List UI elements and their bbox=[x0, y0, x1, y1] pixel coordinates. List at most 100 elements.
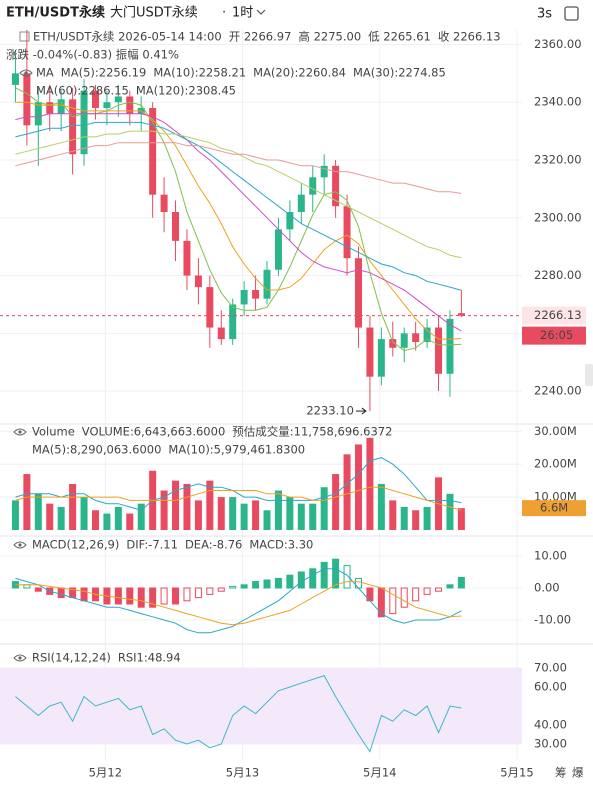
legend-entry: MA(10):2258.21 bbox=[153, 66, 246, 80]
volume-bar bbox=[160, 490, 168, 530]
legend-entry: MA(5):8,290,063.6000 bbox=[32, 443, 161, 457]
macd-bar bbox=[183, 587, 191, 602]
volume-bar bbox=[137, 503, 145, 530]
macd-bar bbox=[446, 584, 454, 589]
candle-body bbox=[435, 327, 443, 374]
volume-bar bbox=[217, 497, 225, 530]
last-price-label: 2266.13 bbox=[534, 308, 582, 322]
y-tick-label: 2340.00 bbox=[534, 95, 582, 109]
candle-body bbox=[252, 290, 260, 299]
volume-bar bbox=[297, 503, 305, 530]
candle-body bbox=[183, 240, 191, 276]
fullscreen-icon[interactable] bbox=[564, 6, 579, 21]
interval[interactable]: 1时 bbox=[232, 6, 253, 21]
candle-body bbox=[400, 333, 408, 348]
volume-bar bbox=[57, 506, 65, 530]
volume-bar bbox=[183, 483, 191, 530]
indicator-line bbox=[15, 121, 462, 291]
volume-bar bbox=[194, 500, 202, 530]
y-tick-label: 30.00 bbox=[534, 737, 567, 751]
volume-bar bbox=[126, 513, 134, 530]
volume-bar bbox=[343, 454, 351, 530]
candle-body bbox=[206, 287, 214, 328]
y-tick-label: 30.00M bbox=[534, 424, 577, 438]
y-tick-label: 2320.00 bbox=[534, 153, 582, 167]
volume-bar bbox=[309, 503, 317, 530]
current-volume-badge bbox=[522, 500, 586, 517]
volume-bar bbox=[389, 500, 397, 530]
side-tab[interactable] bbox=[585, 364, 593, 386]
legend-entry: MA(30):2274.85 bbox=[353, 66, 446, 80]
y-tick-label: 2240.00 bbox=[534, 384, 582, 398]
candle-body bbox=[149, 108, 157, 195]
eye-pupil bbox=[18, 543, 22, 547]
indicator-line bbox=[15, 486, 462, 511]
legend-entry: 开 2266.97 bbox=[229, 30, 292, 44]
eye-pupil bbox=[18, 656, 22, 660]
macd-bar bbox=[320, 561, 328, 589]
y-tick-label: 70.00 bbox=[534, 660, 567, 674]
volume-bar bbox=[114, 506, 122, 530]
legend-icon bbox=[19, 31, 30, 42]
y-tick-label: 10.00M bbox=[534, 490, 577, 504]
volume-bar bbox=[412, 510, 420, 530]
side-label[interactable]: 爆 bbox=[572, 766, 584, 780]
volume-bar bbox=[286, 497, 294, 530]
candle-body bbox=[57, 99, 65, 114]
macd-bar bbox=[172, 587, 180, 605]
candle-body bbox=[103, 102, 111, 108]
refresh[interactable]: 3s bbox=[537, 7, 552, 22]
side-label[interactable]: 筹 bbox=[555, 766, 567, 780]
macd-bar bbox=[80, 587, 88, 602]
low-arrowhead bbox=[361, 407, 367, 415]
candle-body bbox=[46, 102, 54, 114]
macd-bar bbox=[206, 587, 214, 595]
grid-layer bbox=[0, 30, 593, 760]
indicator-line bbox=[15, 101, 462, 340]
eye-icon bbox=[19, 69, 33, 77]
legend-entry: MA(5):2256.19 bbox=[61, 66, 147, 80]
legend-entry: Volume bbox=[32, 425, 75, 439]
volume-bar bbox=[320, 487, 328, 530]
subtitle: 涨跌 -0.04%(-0.83) 振幅 0.41% bbox=[6, 48, 179, 62]
candle-body bbox=[194, 275, 202, 288]
legend-entry: MACD:3.30 bbox=[249, 538, 313, 552]
x-tick-label: 5月13 bbox=[226, 766, 259, 780]
candle-body bbox=[69, 99, 77, 155]
y-tick-label: 60.00 bbox=[534, 679, 567, 693]
volume-bar bbox=[446, 493, 454, 530]
macd-bar bbox=[149, 587, 157, 608]
candle-body bbox=[23, 73, 31, 126]
volume-bar bbox=[11, 500, 19, 530]
countdown-badge bbox=[522, 326, 586, 345]
legend-entry: VOLUME:6,643,663.6000 bbox=[82, 425, 225, 439]
candle-body bbox=[332, 165, 340, 207]
x-tick-label: 5月12 bbox=[89, 766, 122, 780]
macd-bar bbox=[217, 587, 225, 592]
dropdown-icon[interactable] bbox=[256, 9, 266, 15]
candle-body bbox=[286, 212, 294, 230]
candle-body bbox=[366, 327, 374, 377]
candle-body bbox=[114, 96, 122, 103]
sub-symbol[interactable]: 大门USDT永续 bbox=[110, 6, 198, 21]
x-tick-label: 5月15 bbox=[500, 766, 533, 780]
candle-body bbox=[263, 269, 271, 299]
indicator-line bbox=[15, 581, 462, 626]
volume-bar bbox=[80, 497, 88, 530]
y-tick-label: 0.00 bbox=[534, 581, 560, 595]
macd-bar bbox=[412, 587, 420, 602]
macd-bar bbox=[263, 579, 271, 589]
macd-bar bbox=[229, 585, 237, 589]
legend-entry: 高 2275.00 bbox=[298, 30, 361, 44]
eye-icon bbox=[13, 428, 27, 436]
candle-body bbox=[309, 177, 317, 195]
y-tick-label: 2300.00 bbox=[534, 210, 582, 224]
plots: 5月125月135月145月152240.002260.002280.00230… bbox=[0, 30, 593, 780]
symbol[interactable]: ETH/USDT永续 bbox=[6, 5, 105, 21]
y-tick-label: 10.00 bbox=[534, 549, 567, 563]
indicator-line bbox=[15, 568, 462, 634]
candle-body bbox=[34, 102, 42, 126]
macd-bar bbox=[354, 577, 362, 589]
volume-bar bbox=[332, 474, 340, 530]
